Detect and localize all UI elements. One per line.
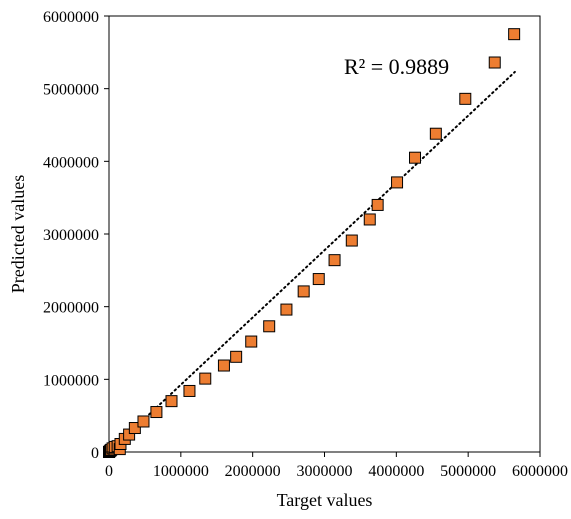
x-tick-label: 4000000	[368, 463, 424, 480]
ticks-layer: 0 1000000 2000000 3000000 4000000 5000000 6000…	[43, 9, 568, 480]
x-tick-label: 2000000	[225, 463, 281, 480]
y-tick-label: 5000000	[43, 82, 99, 99]
x-tick-label: 6000000	[512, 463, 568, 480]
data-point	[345, 234, 358, 247]
data-point	[245, 335, 258, 348]
data-point	[150, 406, 163, 419]
trendline	[108, 70, 516, 453]
data-point	[363, 213, 376, 226]
y-tick-label: 1000000	[43, 372, 99, 389]
data-point	[459, 92, 472, 105]
data-point	[429, 127, 442, 140]
x-axis-title: Target values	[277, 490, 373, 510]
plot-frame-layer	[108, 15, 541, 453]
data-point	[280, 303, 293, 316]
data-point	[165, 395, 178, 408]
points-layer	[103, 28, 521, 458]
data-point	[263, 320, 276, 333]
data-point	[328, 254, 341, 267]
data-point	[128, 422, 141, 435]
x-tick-label: 1000000	[153, 463, 209, 480]
x-tick-label: 3000000	[297, 463, 353, 480]
data-point	[199, 372, 212, 385]
y-tick-label: 3000000	[43, 227, 99, 244]
y-tick-label: 6000000	[43, 9, 99, 26]
data-point	[230, 350, 243, 363]
plot-frame	[108, 15, 541, 453]
x-tick-label: 5000000	[440, 463, 496, 480]
r-squared-annotation: R² = 0.9889	[344, 54, 449, 79]
data-point	[488, 56, 501, 69]
data-point	[391, 176, 404, 189]
data-point	[137, 415, 150, 428]
y-axis-title: Predicted values	[8, 175, 28, 293]
y-tick-label: 0	[91, 445, 99, 462]
data-point	[312, 273, 325, 286]
x-tick-label: 0	[105, 463, 113, 480]
data-point	[297, 285, 310, 298]
data-point	[371, 198, 384, 211]
data-point	[409, 151, 422, 164]
trend-layer	[108, 70, 516, 453]
data-point	[217, 359, 230, 372]
y-tick-label: 4000000	[43, 154, 99, 171]
data-point	[183, 384, 196, 397]
y-tick-label: 2000000	[43, 300, 99, 317]
data-point	[508, 28, 521, 41]
